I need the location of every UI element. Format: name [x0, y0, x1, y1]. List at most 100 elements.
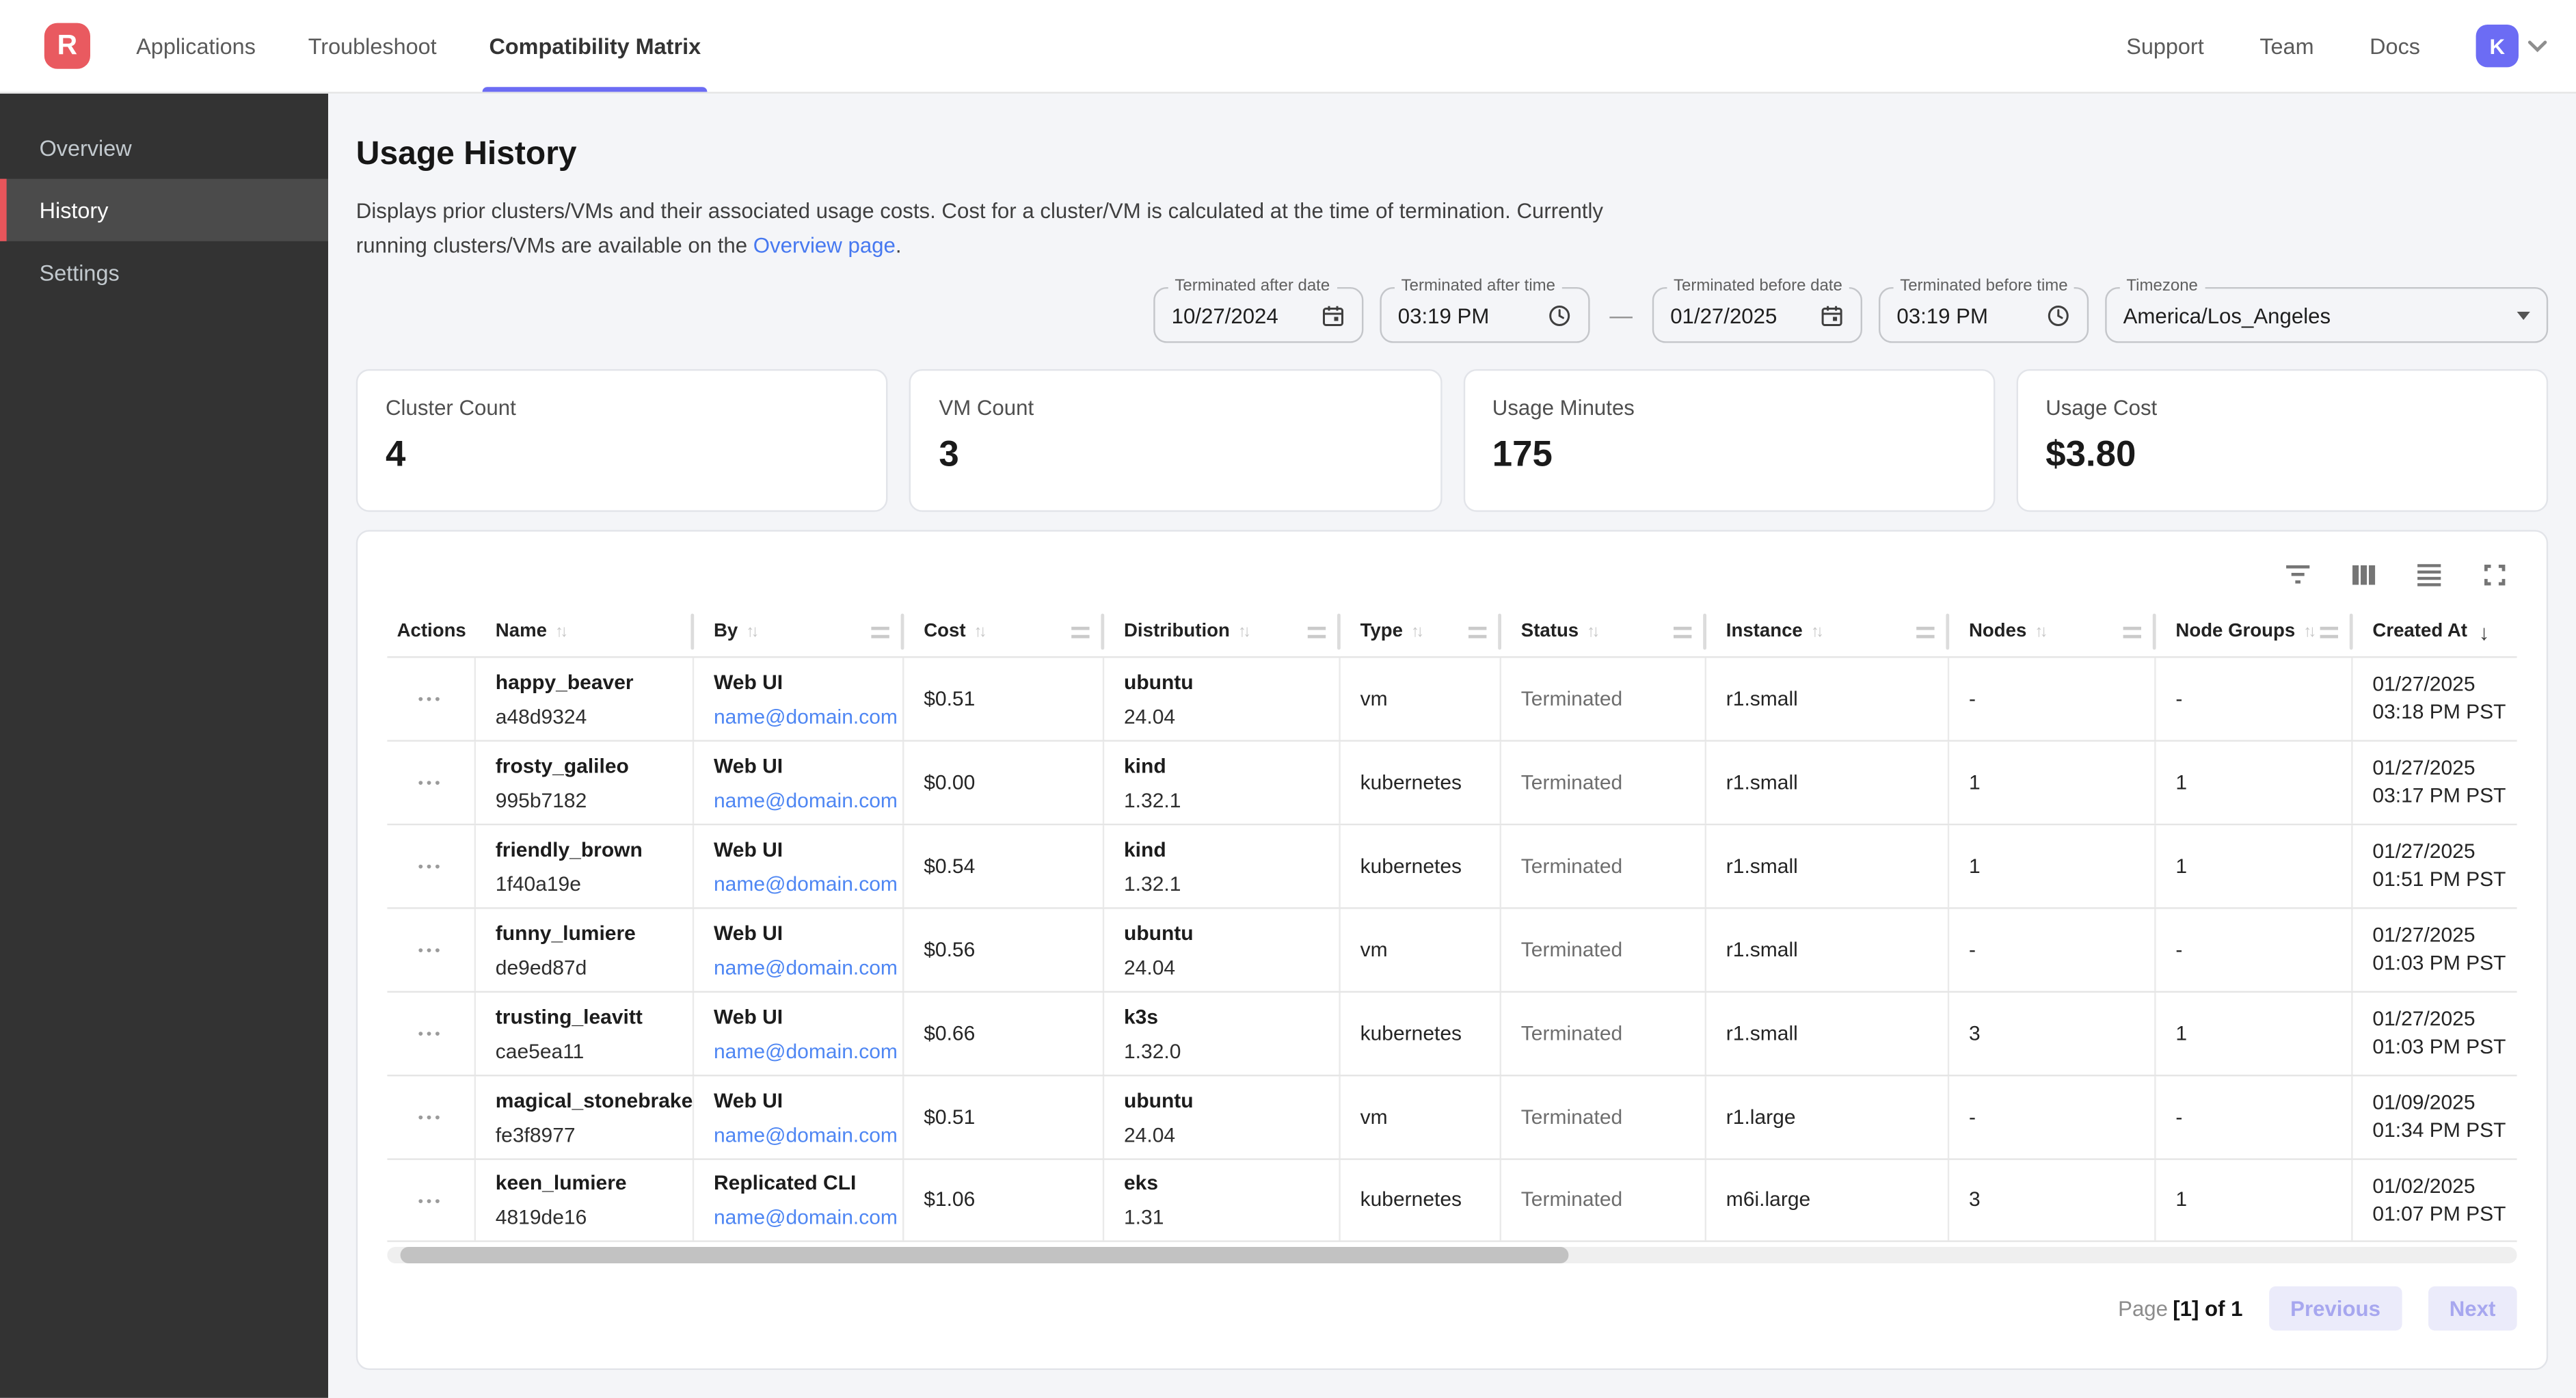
cell-by: Web UI name@domain.com — [694, 741, 904, 824]
cell-instance: m6i.large — [1706, 1159, 1950, 1241]
distribution-version: 1.31 — [1124, 1206, 1164, 1229]
sidebar-item-settings[interactable]: Settings — [39, 260, 120, 285]
overview-page-link[interactable]: Overview page — [753, 232, 896, 258]
clock-icon[interactable] — [2046, 303, 2071, 327]
row-actions-button[interactable]: ••• — [412, 848, 450, 885]
column-header-node_groups[interactable]: Node Groups ↑↓ — [2156, 607, 2353, 656]
column-label: Nodes — [1969, 621, 2027, 642]
nav-item-troubleshoot[interactable]: Troubleshoot — [308, 33, 437, 59]
created-by-email-link[interactable]: name@domain.com — [714, 956, 898, 979]
next-page-button[interactable]: Next — [2428, 1286, 2517, 1331]
calendar-icon[interactable] — [1321, 303, 1345, 327]
column-resize-handle[interactable] — [1468, 626, 1487, 638]
cell-actions: ••• — [387, 825, 476, 908]
created-by-email-link[interactable]: name@domain.com — [714, 1123, 898, 1146]
column-header-name[interactable]: Name ↑↓ — [476, 607, 695, 656]
cell-distribution: kind 1.32.1 — [1104, 741, 1341, 824]
created-by-email-link[interactable]: name@domain.com — [714, 1206, 898, 1229]
row-actions-button[interactable]: ••• — [412, 1182, 450, 1218]
user-menu-button[interactable]: K — [2476, 25, 2549, 68]
calendar-icon[interactable] — [1820, 303, 1844, 327]
field-value: 10/27/2024 — [1171, 302, 1278, 327]
nav-item-team[interactable]: Team — [2259, 33, 2314, 59]
row-actions-button[interactable]: ••• — [412, 764, 450, 801]
column-resize-handle[interactable] — [1071, 626, 1090, 638]
column-header-nodes[interactable]: Nodes ↑↓ — [1949, 607, 2156, 656]
column-header-cost[interactable]: Cost ↑↓ — [904, 607, 1105, 656]
column-header-instance[interactable]: Instance ↑↓ — [1706, 607, 1950, 656]
created-by-email-link[interactable]: name@domain.com — [714, 872, 898, 896]
cost-value: $0.00 — [924, 770, 976, 794]
field-value: 01/27/2025 — [1670, 302, 1777, 327]
column-label: Status — [1520, 621, 1579, 642]
secondary-nav: Support Team Docs K — [2126, 0, 2548, 92]
cost-value: $0.51 — [924, 1105, 976, 1129]
distribution-name: eks — [1124, 1171, 1159, 1195]
distribution-version: 1.32.0 — [1124, 1039, 1181, 1063]
column-resize-handle[interactable] — [2320, 626, 2339, 638]
replicated-logo[interactable]: R — [44, 23, 90, 69]
cell-status: Terminated — [1501, 1159, 1706, 1241]
column-header-by[interactable]: By ↑↓ — [694, 607, 904, 656]
column-label: Instance — [1726, 621, 1803, 642]
sidebar-item-overview[interactable]: Overview — [39, 135, 132, 161]
density-icon[interactable] — [2409, 554, 2448, 594]
logo-letter: R — [57, 29, 78, 61]
column-divider — [1703, 613, 1706, 650]
table-toolbar — [387, 551, 2517, 607]
row-actions-button[interactable]: ••• — [412, 932, 450, 968]
previous-page-button[interactable]: Previous — [2268, 1286, 2402, 1331]
distribution-name: ubuntu — [1124, 1088, 1194, 1112]
timezone-select[interactable]: Timezone America/Los_Angeles — [2105, 277, 2549, 343]
terminated-before-date-field[interactable]: Terminated before date 01/27/2025 — [1652, 277, 1862, 343]
row-actions-button[interactable]: ••• — [412, 1099, 450, 1135]
distribution-name: kind — [1124, 837, 1166, 861]
node-groups-value: 1 — [2175, 770, 2188, 794]
column-header-status[interactable]: Status ↑↓ — [1501, 607, 1706, 656]
terminated-after-time-field[interactable]: Terminated after time 03:19 PM — [1380, 277, 1590, 343]
column-resize-handle[interactable] — [871, 626, 889, 638]
cluster-name: friendly_brown — [495, 837, 643, 861]
created-by-email-link[interactable]: name@domain.com — [714, 1039, 898, 1063]
sidebar-item-history[interactable]: History — [0, 178, 329, 241]
column-header-distribution[interactable]: Distribution ↑↓ — [1104, 607, 1341, 656]
horizontal-scrollbar-thumb[interactable] — [400, 1247, 1569, 1264]
cell-created_at: 01/27/2025 01:03 PM PST — [2353, 993, 2521, 1075]
created-by-email-link[interactable]: name@domain.com — [714, 788, 898, 811]
cell-name: happy_beaver a48d9324 — [476, 658, 695, 740]
cell-instance: r1.small — [1706, 741, 1950, 824]
nav-item-applications[interactable]: Applications — [136, 33, 256, 59]
nav-item-support[interactable]: Support — [2126, 33, 2204, 59]
field-label: Terminated before date — [1667, 277, 1849, 296]
terminated-after-date-field[interactable]: Terminated after date 10/27/2024 — [1153, 277, 1364, 343]
created-by-tool: Web UI — [714, 1088, 783, 1112]
cell-name: funny_lumiere de9ed87d — [476, 909, 695, 991]
column-resize-handle[interactable] — [1307, 626, 1326, 638]
cell-status: Terminated — [1501, 741, 1706, 824]
horizontal-scrollbar-track[interactable] — [387, 1247, 2517, 1264]
distribution-version: 24.04 — [1124, 956, 1176, 979]
column-resize-handle[interactable] — [2123, 626, 2142, 638]
node-groups-value: - — [2175, 686, 2183, 710]
cost-value: $0.56 — [924, 937, 976, 961]
sort-icon: ↑↓ — [1237, 622, 1251, 641]
table-row: ••• friendly_brown 1f40a19e Web UI name@doma… — [387, 823, 2517, 908]
instance-value: m6i.large — [1726, 1187, 1811, 1211]
nav-item-compatibility-matrix[interactable]: Compatibility Matrix — [482, 0, 708, 92]
created-by-email-link[interactable]: name@domain.com — [714, 704, 898, 728]
column-header-type[interactable]: Type ↑↓ — [1341, 607, 1501, 656]
column-resize-handle[interactable] — [1916, 626, 1935, 638]
cell-cost: $0.56 — [904, 909, 1105, 991]
row-actions-button[interactable]: ••• — [412, 681, 450, 717]
clock-icon[interactable] — [1547, 303, 1572, 327]
columns-icon[interactable] — [2343, 554, 2383, 594]
cell-created_at: 01/09/2025 01:34 PM PST — [2353, 1076, 2521, 1158]
fullscreen-icon[interactable] — [2474, 554, 2514, 594]
column-resize-handle[interactable] — [1674, 626, 1692, 638]
nav-item-docs[interactable]: Docs — [2370, 33, 2421, 59]
terminated-before-time-field[interactable]: Terminated before time 03:19 PM — [1879, 277, 2089, 343]
created-time: 01:34 PM PST — [2372, 1118, 2506, 1142]
row-actions-button[interactable]: ••• — [412, 1016, 450, 1052]
filter-icon[interactable] — [2277, 554, 2317, 594]
cell-cost: $0.00 — [904, 741, 1105, 824]
